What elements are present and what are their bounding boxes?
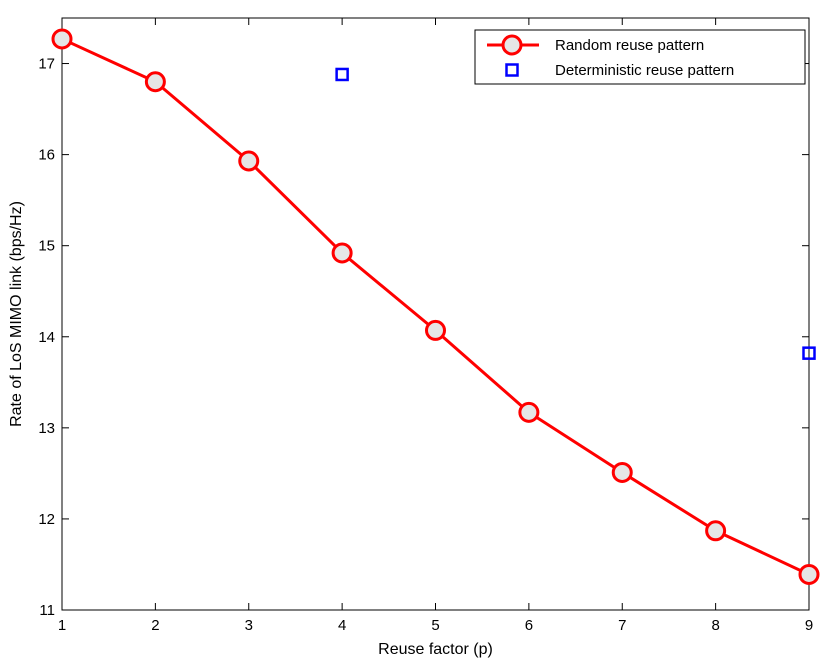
y-tick-label: 15	[38, 238, 55, 255]
x-tick-label: 1	[58, 617, 66, 634]
data-point	[238, 150, 260, 172]
data-point	[705, 520, 727, 542]
legend-marker	[501, 34, 523, 56]
y-tick-label: 17	[38, 56, 55, 73]
x-tick-label: 8	[711, 617, 719, 634]
y-tick-label: 13	[38, 420, 55, 437]
series	[335, 67, 816, 360]
data-point	[611, 461, 633, 483]
legend-label: Random reuse pattern	[555, 37, 704, 54]
x-tick-label: 5	[431, 617, 439, 634]
x-tick-label: 4	[338, 617, 346, 634]
legend: Random reuse pattern Deterministic reuse …	[474, 29, 806, 85]
y-tick-label: 11	[39, 602, 55, 619]
series	[51, 28, 820, 585]
data-point	[802, 346, 816, 360]
x-tick-label: 2	[151, 617, 159, 634]
x-tick-label: 7	[618, 617, 626, 634]
series-layer	[51, 28, 820, 585]
data-point	[335, 67, 349, 82]
y-tick-label: 14	[38, 329, 55, 346]
data-point	[144, 71, 166, 93]
x-tick-label: 3	[245, 617, 253, 634]
x-axis-label: Reuse factor (p)	[378, 641, 493, 658]
y-tick-label: 16	[38, 147, 55, 164]
y-tick-label: 12	[38, 511, 55, 528]
data-point	[798, 563, 820, 585]
data-point	[331, 242, 353, 264]
legend-marker	[505, 63, 519, 77]
data-point	[425, 319, 446, 341]
legend-box	[474, 29, 806, 85]
plot-area	[61, 17, 810, 611]
data-point	[518, 401, 540, 423]
x-tick-label: 6	[525, 617, 533, 634]
y-axis-label: Rate of LoS MIMO link (bps/Hz)	[8, 201, 25, 427]
x-tick-label: 9	[805, 617, 813, 634]
data-point	[51, 28, 73, 50]
legend-label: Deterministic reuse pattern	[555, 62, 734, 79]
